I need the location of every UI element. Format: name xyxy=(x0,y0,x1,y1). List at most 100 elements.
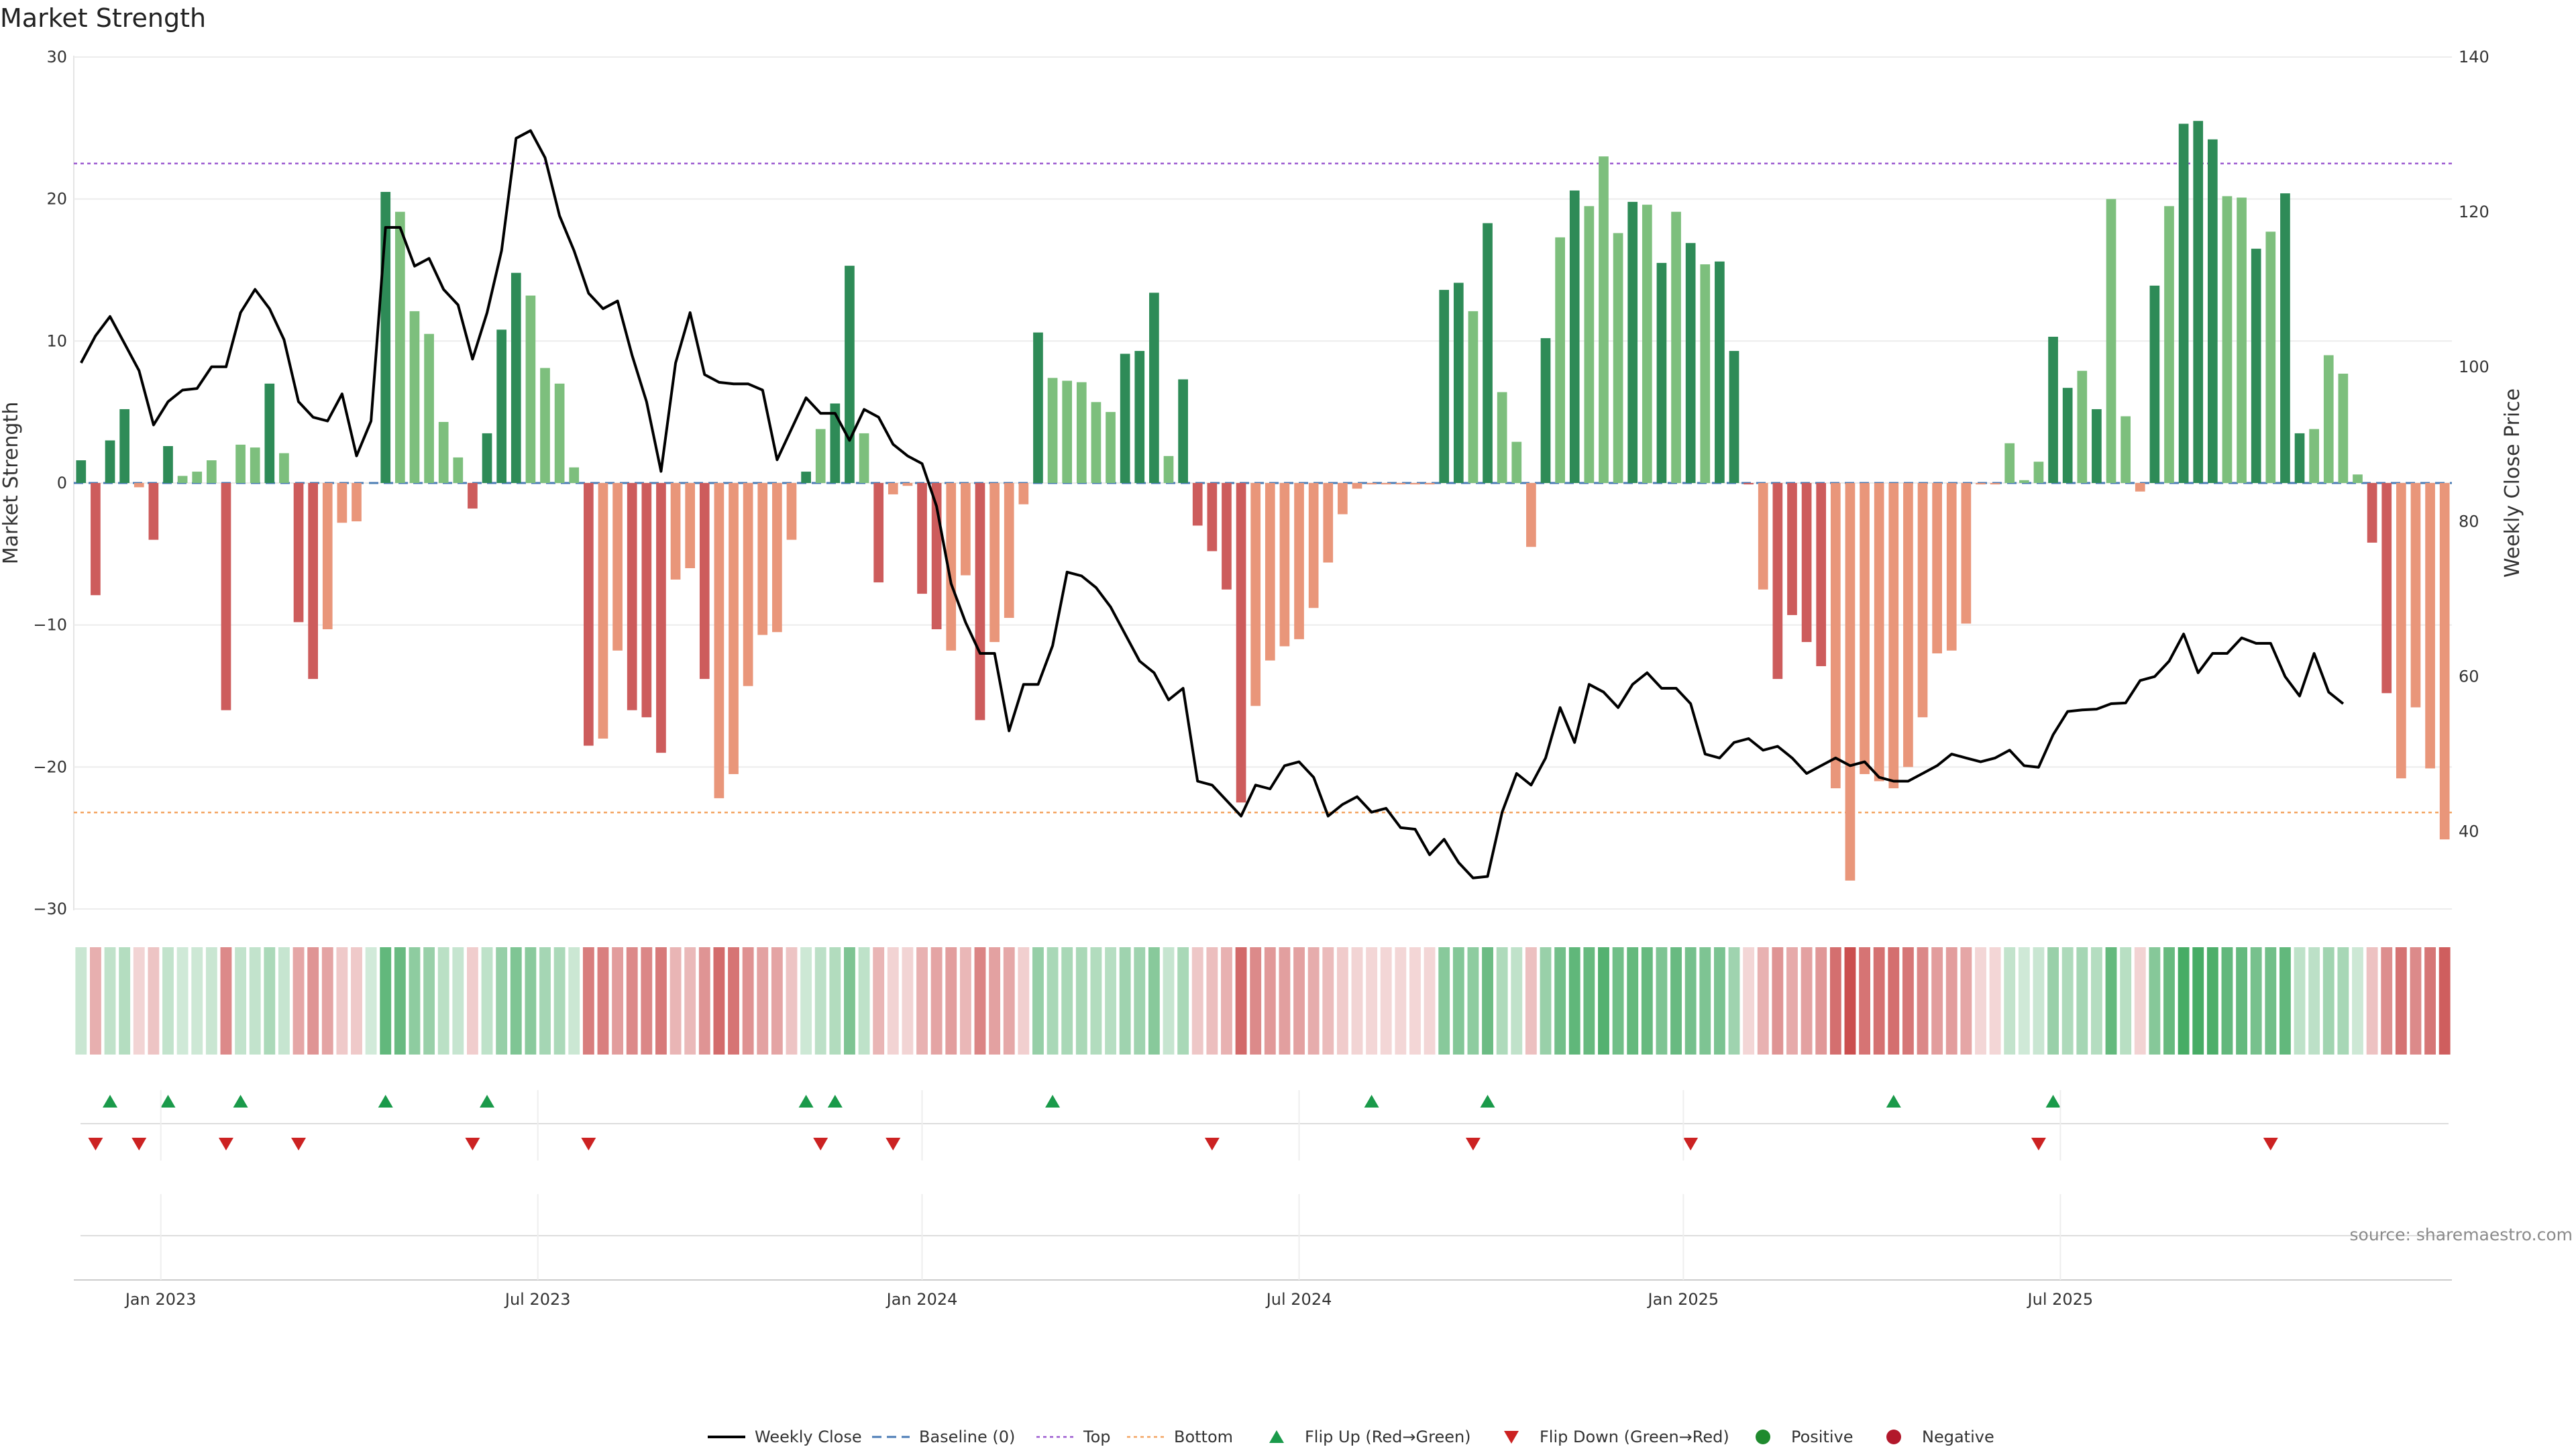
strength-bar xyxy=(1917,483,1928,718)
legend-item: Negative xyxy=(1886,1428,1994,1446)
strength-bar xyxy=(1062,380,1073,483)
strength-tile xyxy=(742,947,754,1055)
strength-tile xyxy=(1293,947,1305,1055)
strength-tile xyxy=(1757,947,1769,1055)
strength-tile xyxy=(1105,947,1116,1055)
strength-tile xyxy=(582,947,594,1055)
strength-bar xyxy=(424,333,434,483)
strength-tile xyxy=(278,947,290,1055)
strength-tile xyxy=(1641,947,1653,1055)
strength-bar xyxy=(2092,409,2102,483)
strength-tile xyxy=(1452,947,1464,1055)
strength-tile xyxy=(1148,947,1160,1055)
strength-tile xyxy=(1699,947,1711,1055)
strength-bar xyxy=(2106,199,2116,483)
flip-up-marker xyxy=(798,1095,814,1108)
strength-tile xyxy=(2163,947,2175,1055)
strength-tile xyxy=(902,947,914,1055)
strength-tile xyxy=(394,947,406,1055)
strength-bar xyxy=(859,433,869,483)
strength-tile xyxy=(481,947,493,1055)
strength-bar xyxy=(757,483,768,635)
right-tick-label: 100 xyxy=(2459,358,2489,376)
left-tick-label: 30 xyxy=(46,48,67,66)
strength-bar xyxy=(2077,370,2088,483)
strength-bar xyxy=(207,460,217,483)
strength-tile xyxy=(2149,947,2161,1055)
strength-tile xyxy=(1003,947,1015,1055)
strength-tile xyxy=(162,947,174,1055)
strength-bar xyxy=(729,483,739,774)
strength-bar xyxy=(815,429,826,483)
left-tick-label: 0 xyxy=(57,474,67,492)
strength-bar xyxy=(641,483,652,718)
strength-bar xyxy=(1207,483,1218,551)
strength-bar xyxy=(133,483,144,488)
strength-tile xyxy=(1844,947,1856,1055)
strength-bar xyxy=(1685,243,1696,483)
strength-tile xyxy=(945,947,957,1055)
strength-bar xyxy=(685,483,696,568)
strength-tile xyxy=(1975,947,1986,1055)
flip-down-marker xyxy=(813,1138,828,1150)
strength-bar xyxy=(772,483,782,633)
strength-bar xyxy=(482,433,492,483)
legend-triangle-up-icon xyxy=(1269,1430,1284,1443)
strength-bar xyxy=(1236,483,1246,803)
strength-tile xyxy=(1772,947,1784,1055)
strength-bar xyxy=(395,211,405,483)
strength-bar xyxy=(569,467,580,483)
strength-tile xyxy=(1351,947,1363,1055)
strength-tile xyxy=(2178,947,2190,1055)
strength-tile xyxy=(2352,947,2363,1055)
strength-tile xyxy=(2047,947,2059,1055)
price-line-layer xyxy=(80,129,2345,879)
strength-tile xyxy=(786,947,798,1055)
strength-tile xyxy=(1409,947,1421,1055)
flip-up-marker xyxy=(2045,1095,2061,1108)
strength-bar xyxy=(2149,285,2160,483)
strength-tile xyxy=(930,947,943,1055)
strength-bar xyxy=(1366,483,1377,485)
strength-tile xyxy=(191,947,203,1055)
strength-bar xyxy=(1526,483,1536,547)
strength-bar xyxy=(1758,483,1768,590)
strength-bar xyxy=(1163,455,1174,483)
strength-tile xyxy=(669,947,682,1055)
strength-tile xyxy=(959,947,971,1055)
strength-bar xyxy=(1018,483,1029,504)
legend: Weekly Close Baseline (0) Top Bottom Flip Up… xyxy=(708,1428,1994,1446)
strength-bar xyxy=(1178,379,1188,483)
strength-bar xyxy=(192,472,203,483)
strength-bar xyxy=(1613,233,1623,483)
strength-tile xyxy=(235,947,247,1055)
strength-tile xyxy=(1235,947,1247,1055)
strength-tile xyxy=(873,947,885,1055)
right-tick-label: 120 xyxy=(2459,203,2489,221)
legend-item: Bottom xyxy=(1127,1428,1233,1446)
legend-label: Flip Up (Red→Green) xyxy=(1305,1428,1471,1446)
strength-tile xyxy=(2424,947,2436,1055)
strength-bar xyxy=(1149,292,1159,483)
strength-bar xyxy=(627,483,637,710)
strength-bar xyxy=(714,483,724,798)
strength-bar xyxy=(1338,483,1348,515)
strength-tile xyxy=(1206,947,1218,1055)
flip-down-marker xyxy=(2031,1138,2046,1150)
strength-bar xyxy=(1323,483,1334,563)
strength-tile xyxy=(844,947,855,1055)
right-tick-label: 140 xyxy=(2459,48,2489,66)
strength-tile xyxy=(1743,947,1755,1055)
strength-bar xyxy=(1192,483,1203,526)
x-tick-label: Jan 2025 xyxy=(1647,1290,1719,1309)
legend-circle-icon xyxy=(1886,1430,1901,1444)
strength-bar xyxy=(1250,483,1261,706)
strength-tile xyxy=(1163,947,1175,1055)
strength-tile xyxy=(452,947,464,1055)
strength-tile xyxy=(2250,947,2262,1055)
strength-bar xyxy=(2019,480,2029,483)
strength-bar xyxy=(221,483,231,710)
strength-bar xyxy=(105,440,115,483)
strength-bar xyxy=(975,483,985,720)
strength-tile xyxy=(1670,947,1682,1055)
